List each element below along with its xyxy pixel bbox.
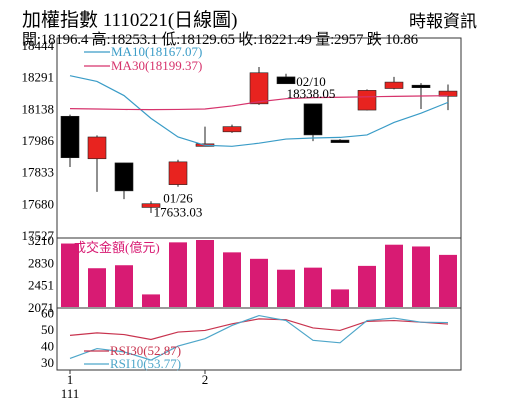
candle-down: [411, 84, 431, 88]
chart-title: 加權指數 1110221(日線圖): [22, 10, 238, 31]
high-annotation-value: 18338.05: [287, 86, 336, 101]
rsi-axis-tick-label: 50: [41, 322, 54, 337]
volume-axis-tick-label: 2451: [28, 278, 54, 293]
volume-bar: [439, 254, 457, 307]
legends: MA10(18167.07)MA30(18199.37) 成交金額(億元) RSI3…: [73, 44, 202, 371]
source-label: 時報資訊: [409, 12, 477, 31]
volume-legend-label: 成交金額(億元): [73, 240, 160, 255]
volume-bar: [115, 265, 133, 307]
volume-bar: [385, 244, 403, 307]
price-axis-tick-label: 18138: [22, 101, 55, 116]
rsi-panel: [69, 314, 449, 361]
rsi10-legend-label: RSI10(53.77): [110, 356, 181, 371]
candle-down: [330, 139, 350, 143]
price-axis-tick-label: 17833: [22, 165, 55, 180]
candle-up: [168, 161, 188, 185]
low-annotation-value: 17633.03: [154, 205, 203, 220]
candle-up: [141, 203, 161, 208]
price-axis-tick-label: 18444: [22, 38, 55, 53]
candle-up: [87, 136, 107, 160]
panel-frames: [56, 37, 462, 371]
volume-bar: [61, 243, 79, 307]
x-tick-label: 111: [61, 386, 80, 401]
x-tick-label: 1: [67, 372, 74, 387]
volume-bar: [412, 246, 430, 307]
price-axis-tick-label: 17986: [22, 133, 55, 148]
rsi30-line: [69, 318, 449, 341]
ma10-legend-label: MA10(18167.07): [111, 44, 202, 59]
high-annotation-date: 02/10: [296, 74, 326, 89]
volume-bar: [88, 268, 106, 307]
price-axis-tick-label: 17680: [22, 196, 55, 211]
volume-bar: [277, 269, 295, 307]
volume-axis-tick-label: 3210: [28, 233, 54, 248]
ohlc-stats: 開:18196.4 高:18253.1 低:18129.65 收:18221.4…: [22, 32, 418, 48]
candle-down: [114, 162, 134, 192]
candle-up: [384, 81, 404, 89]
low-annotation-date: 01/26: [163, 191, 193, 206]
ma30-line: [69, 95, 449, 111]
candle-up: [357, 90, 377, 111]
price-axis-tick-label: 18291: [22, 70, 55, 85]
volume-bar: [304, 267, 322, 307]
volume-panel: [61, 240, 457, 307]
volume-bar: [169, 242, 187, 307]
volume-bar: [196, 240, 214, 307]
rsi-axis-tick-label: 60: [41, 305, 54, 320]
rsi30-legend-label: RSI30(52.87): [110, 343, 181, 358]
volume-axis-tick-label: 2830: [28, 255, 54, 270]
candle-up: [222, 126, 242, 133]
volume-bar: [250, 258, 268, 307]
volume-bar: [331, 289, 349, 307]
candle-up: [249, 72, 269, 105]
candle-down: [303, 103, 323, 136]
volume-bar: [223, 252, 241, 307]
volume-bar: [142, 294, 160, 307]
price-axis-tick-label: 17527: [22, 228, 55, 243]
rsi10-line: [69, 314, 449, 361]
x-tick-label: 2: [202, 372, 209, 387]
ma30-legend-label: MA30(18199.37): [111, 58, 202, 73]
chart-frame: [56, 37, 462, 371]
rsi-axis-tick-label: 40: [41, 338, 54, 353]
volume-axis-tick-label: 2071: [28, 300, 54, 315]
ma10-line: [69, 75, 449, 147]
candle-down: [276, 76, 296, 85]
rsi-axis-tick-label: 30: [41, 355, 54, 370]
volume-bar: [358, 265, 376, 307]
candle-down: [60, 115, 80, 159]
candle-up: [438, 90, 458, 97]
